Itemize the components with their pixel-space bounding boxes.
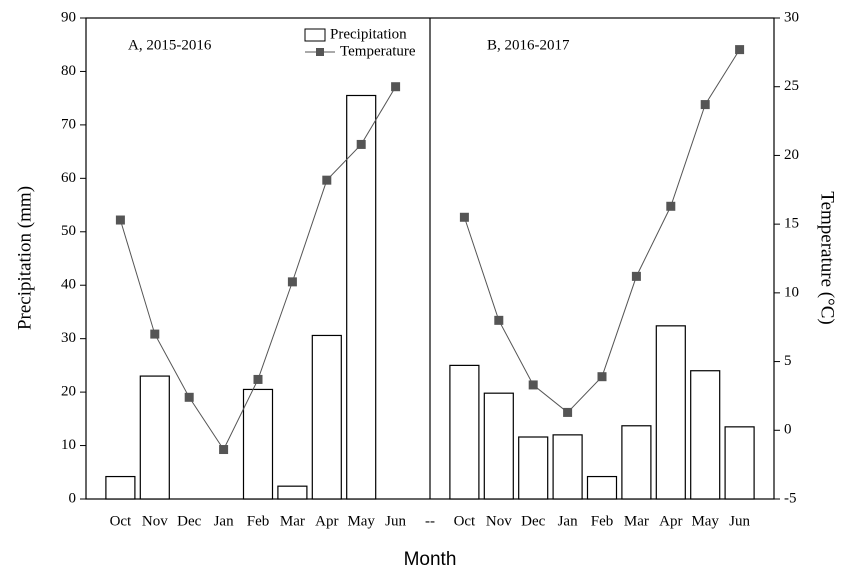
x-tick-label: Nov <box>486 513 512 529</box>
marker <box>666 201 676 211</box>
y2-tick-label: 20 <box>784 147 799 163</box>
marker <box>528 380 538 390</box>
bar <box>621 425 652 500</box>
bar <box>518 436 549 500</box>
marker <box>150 329 160 339</box>
x-tick-label: May <box>347 513 375 529</box>
x-tick-label: Oct <box>110 513 132 529</box>
marker <box>253 374 263 384</box>
bar <box>655 325 686 500</box>
x-tick-label: Dec <box>521 513 545 529</box>
marker <box>700 100 710 110</box>
y2-axis-title: Temperature (°C) <box>817 191 838 324</box>
marker <box>597 372 607 382</box>
y-tick-label: 30 <box>61 330 76 346</box>
y-tick-label: 50 <box>61 223 76 239</box>
legend-swatch <box>304 28 326 42</box>
legend-label: Temperature <box>340 43 416 59</box>
x-tick-label: Jan <box>558 513 578 529</box>
y-tick-label: 0 <box>69 490 77 506</box>
legend-label: Precipitation <box>330 26 407 42</box>
x-tick-label: Nov <box>142 513 168 529</box>
x-tick-label: Apr <box>659 513 682 529</box>
bar <box>586 475 618 500</box>
marker <box>494 315 504 325</box>
x-tick-label: Feb <box>247 513 270 529</box>
y-tick-label: 60 <box>61 170 76 186</box>
y2-tick-label: 25 <box>784 78 799 94</box>
bar <box>483 392 514 500</box>
x-tick-label: Apr <box>315 513 338 529</box>
y2-tick-label: 0 <box>784 422 792 438</box>
bar <box>105 475 136 500</box>
marker <box>322 175 332 185</box>
marker <box>735 45 745 55</box>
marker <box>115 215 125 225</box>
y-tick-label: 20 <box>61 384 76 400</box>
x-tick-label: May <box>691 513 719 529</box>
marker <box>184 392 194 402</box>
y-tick-label: 80 <box>61 63 76 79</box>
bar <box>690 370 721 500</box>
marker <box>219 445 229 455</box>
x-tick-label: -- <box>425 513 435 529</box>
marker <box>631 271 641 281</box>
bar <box>552 434 583 500</box>
panel-label: A, 2015-2016 <box>128 37 212 53</box>
bar <box>449 364 480 500</box>
bar <box>346 94 377 500</box>
marker <box>563 407 573 417</box>
x-tick-label: Dec <box>177 513 201 529</box>
bar <box>724 426 755 500</box>
bar <box>311 334 342 500</box>
legend-swatch <box>316 48 324 56</box>
marker <box>356 139 366 149</box>
y-axis-title: Precipitation (mm) <box>14 186 35 330</box>
bar <box>277 485 308 500</box>
y2-tick-label: 15 <box>784 216 799 232</box>
marker <box>287 277 297 287</box>
bar <box>139 375 170 500</box>
x-tick-label: Jun <box>385 513 406 529</box>
x-tick-label: Jun <box>729 513 750 529</box>
y-tick-label: 40 <box>61 277 76 293</box>
x-tick-label: Jan <box>214 513 234 529</box>
panel-label: B, 2016-2017 <box>487 37 570 53</box>
y-tick-label: 90 <box>61 9 76 25</box>
x-tick-label: Feb <box>591 513 614 529</box>
x-tick-label: Mar <box>280 513 305 529</box>
y2-tick-label: -5 <box>784 490 797 506</box>
y2-tick-label: 10 <box>784 284 799 300</box>
y-tick-label: 70 <box>61 116 76 132</box>
marker <box>391 82 401 92</box>
y2-tick-label: 5 <box>784 353 792 369</box>
bar <box>242 388 274 500</box>
x-tick-label: Oct <box>454 513 476 529</box>
marker <box>459 212 469 222</box>
y-tick-label: 10 <box>61 437 76 453</box>
y2-tick-label: 30 <box>784 9 799 25</box>
x-axis-title: Month <box>404 549 457 570</box>
x-tick-label: Mar <box>624 513 649 529</box>
